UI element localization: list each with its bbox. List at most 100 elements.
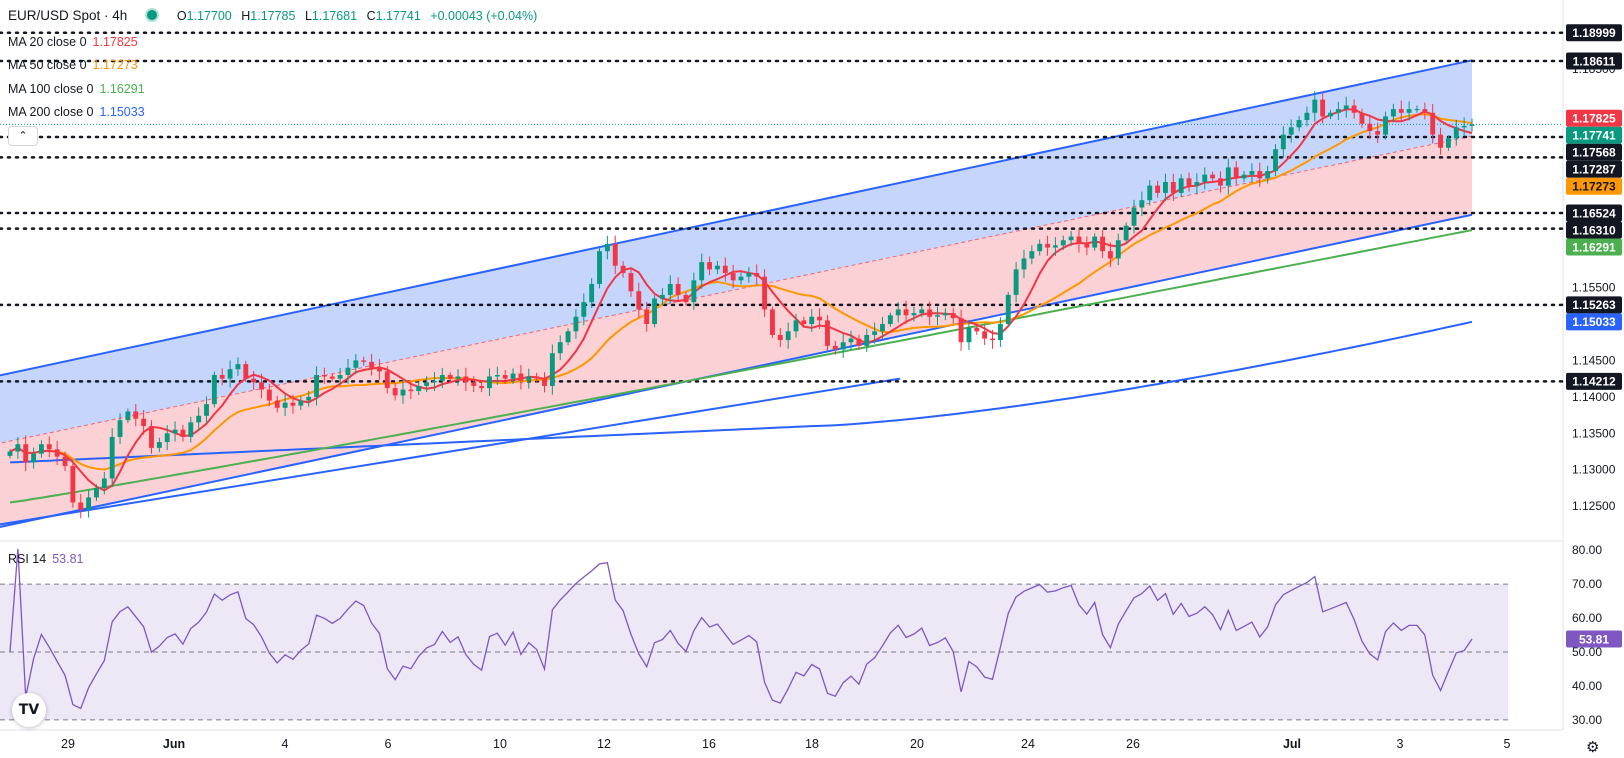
price-pane[interactable]: [0, 0, 1565, 731]
ma100-line: [9, 229, 1473, 504]
time-tick-label: Jul: [1283, 737, 1301, 751]
candle-body: [1328, 112, 1333, 117]
indicator-ma50[interactable]: MA 50 close 0 1.17273: [8, 58, 138, 72]
candle-body: [675, 283, 681, 295]
rsi-tick-label: 40.00: [1572, 679, 1602, 693]
channel-upper-fill: [0, 60, 1472, 444]
candle-body: [463, 376, 469, 383]
candle-body: [447, 375, 453, 379]
candle-body: [1037, 243, 1043, 252]
candle-body: [628, 273, 634, 292]
candle-body: [361, 360, 367, 362]
candle-body: [801, 320, 807, 325]
price-axis[interactable]: 1.185001.155001.145001.140001.135001.130…: [1566, 24, 1622, 727]
candle-body: [1115, 240, 1121, 259]
candle-body: [880, 324, 885, 332]
candle-body: [573, 316, 579, 332]
candle-body: [392, 388, 398, 396]
candle-body: [919, 309, 925, 314]
candle-body: [510, 373, 516, 379]
candle-body: [400, 389, 406, 396]
candle-body: [376, 367, 382, 372]
candle-body: [1139, 200, 1145, 208]
gear-icon[interactable]: ⚙: [1586, 739, 1600, 756]
candle-body: [872, 331, 878, 335]
candle-body: [636, 291, 642, 310]
candle-body: [597, 251, 602, 284]
candle-body: [927, 309, 933, 317]
candle-body: [1390, 109, 1396, 117]
candle-body: [235, 364, 241, 370]
candle-body: [1194, 181, 1200, 186]
candle-body: [1029, 251, 1035, 259]
candle-body: [1147, 185, 1153, 201]
candle-body: [722, 265, 728, 274]
price-tick-label: 1.14000: [1572, 390, 1616, 404]
candle-body: [832, 345, 838, 350]
candle-body: [1163, 181, 1168, 193]
time-axis[interactable]: 29 Jun 4 6 10 12 16 18 20 24 26 Jul 3 5: [61, 737, 1510, 751]
candle-body: [1131, 207, 1137, 226]
candle-body: [1100, 236, 1106, 252]
candle-body: [337, 375, 343, 379]
indicator-ma20[interactable]: MA 20 close 0 1.17825: [8, 35, 138, 49]
candle-body: [935, 315, 940, 317]
candle-body: [204, 404, 209, 416]
candle-body: [549, 353, 555, 386]
candle-body: [314, 375, 319, 397]
candle-body: [1445, 138, 1451, 148]
candle-body: [699, 262, 705, 281]
candle-body: [141, 418, 147, 427]
candle-body: [997, 324, 1003, 341]
candles: [7, 90, 1475, 519]
candle-body: [266, 389, 272, 401]
price-label-text: 1.17568: [1572, 146, 1616, 160]
candle-body: [306, 396, 312, 401]
price-label-box: [1566, 109, 1622, 127]
candle-body: [785, 331, 791, 341]
price-label-box: [1566, 52, 1622, 70]
chart-header: EUR/USD Spot · 4h O1.17700 H1.17785 L1.1…: [8, 8, 543, 23]
candle-body: [518, 373, 524, 381]
candle-body: [620, 265, 626, 274]
candle-body: [1257, 171, 1263, 179]
candle-body: [384, 371, 390, 389]
candle-body: [109, 436, 115, 479]
rsi-pane[interactable]: [0, 548, 1508, 721]
candle-body: [1084, 243, 1090, 248]
candle-body: [526, 376, 532, 381]
time-tick-label: 26: [1126, 737, 1140, 751]
candle-body: [46, 444, 52, 450]
indicator-ma100[interactable]: MA 100 close 0 1.16291: [8, 82, 145, 96]
candle-body: [70, 466, 76, 503]
candle-body: [1438, 134, 1443, 148]
rsi-value-text: 53.81: [1579, 632, 1609, 646]
candle-body: [494, 375, 500, 377]
candle-body: [1375, 130, 1381, 135]
symbol-title[interactable]: EUR/USD Spot · 4h: [8, 8, 128, 23]
time-tick-label: Jun: [163, 737, 185, 751]
candle-body: [1398, 109, 1404, 113]
candle-body: [589, 283, 595, 303]
price-tick-label: 1.12500: [1572, 499, 1616, 513]
price-label-text: 1.18611: [1573, 54, 1616, 68]
indicator-ma200[interactable]: MA 200 close 0 1.15033: [8, 105, 145, 119]
change-value: +0.00043 (+0.04%): [430, 9, 538, 23]
candle-body: [1312, 99, 1318, 113]
tradingview-logo-icon[interactable]: TV: [12, 693, 46, 727]
price-label-text: 1.18999: [1572, 26, 1616, 40]
price-label-box: [1566, 296, 1622, 314]
candle-body: [1123, 225, 1129, 241]
candle-body: [1406, 109, 1412, 113]
candle-body: [1186, 178, 1192, 186]
market-status-icon[interactable]: [145, 8, 160, 22]
candle-body: [762, 276, 768, 310]
indicator-label: MA 100 close 0: [8, 82, 94, 96]
rsi-header[interactable]: RSI 14 53.81: [8, 552, 84, 566]
candle-body: [1076, 236, 1082, 244]
candle-body: [1170, 181, 1176, 193]
candle-body: [557, 342, 563, 354]
collapse-legend-button[interactable]: ⌃: [8, 126, 38, 146]
candle-body: [974, 327, 980, 332]
candle-body: [667, 283, 673, 295]
